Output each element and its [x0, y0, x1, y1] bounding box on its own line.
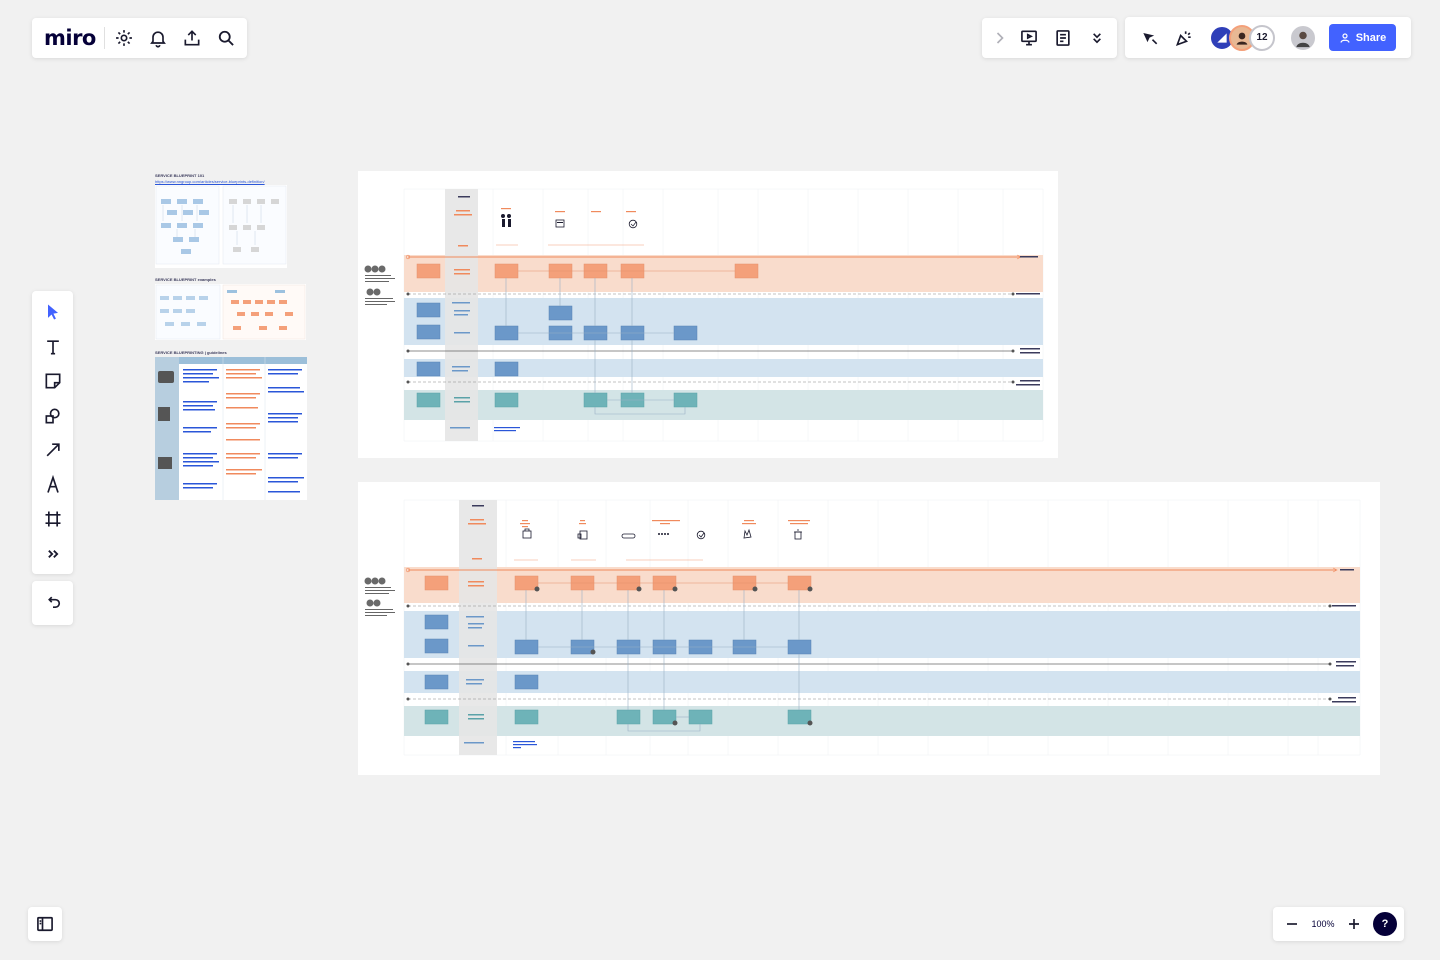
share-label: Share [1355, 31, 1387, 44]
more-tools-button[interactable] [36, 537, 70, 572]
user-icon [1296, 31, 1310, 47]
more-tools-button[interactable] [1080, 21, 1114, 55]
chevron-right-icon [996, 32, 1004, 44]
undo-button[interactable] [36, 586, 70, 620]
divider [103, 27, 105, 49]
persona-icons [364, 577, 386, 607]
zoom-in-button[interactable] [1341, 907, 1367, 941]
reference-thumbnail-101[interactable] [155, 185, 287, 268]
user-icon [1340, 32, 1350, 43]
notifications-button[interactable] [141, 21, 175, 55]
zoom-controls: 100% ? [1273, 907, 1404, 941]
upload-icon [184, 30, 200, 46]
current-user-avatar[interactable] [1289, 23, 1317, 52]
cursor-icon [1143, 32, 1158, 44]
document-icon [1056, 30, 1070, 46]
customer-actions-lane [404, 567, 1360, 603]
frame-icon [45, 511, 60, 527]
persona-icons [364, 265, 386, 296]
board-sidebar-toggle[interactable] [28, 907, 62, 941]
reference-title-guidelines: SERVICE BLUEPRINTING | guidelines [155, 350, 227, 355]
bell-icon [149, 31, 166, 48]
support-processes-lane [404, 706, 1360, 736]
shapes-tool[interactable] [36, 399, 70, 434]
backstage-lane [404, 671, 1360, 693]
chevrons-down-icon [1093, 33, 1101, 44]
pen-tool[interactable] [36, 468, 70, 503]
cursor-tracking-button[interactable] [1133, 21, 1167, 55]
sticky-note-icon [45, 373, 60, 389]
avatar[interactable] [1229, 24, 1255, 51]
collaborator-count-badge[interactable]: 12 [1249, 24, 1275, 51]
help-button[interactable]: ? [1373, 912, 1397, 936]
miro-logo[interactable]: miro [44, 26, 96, 50]
reference-thumbnail-guidelines[interactable] [155, 357, 307, 500]
export-button[interactable] [175, 21, 209, 55]
reference-thumbnail-examples[interactable] [155, 284, 306, 340]
collaborator-avatars[interactable]: 12 [1209, 24, 1275, 51]
party-icon [1175, 30, 1191, 46]
undo-panel [32, 581, 73, 625]
reference-title-examples: SERVICE BLUEPRINT examples [155, 277, 216, 282]
sticky-note-tool[interactable] [36, 364, 70, 399]
zoom-level[interactable]: 100% [1311, 919, 1335, 929]
collaboration-toolbar [982, 18, 1117, 58]
frame-tool[interactable] [36, 502, 70, 537]
minus-icon [1287, 923, 1297, 925]
service-blueprint-frame-2[interactable] [358, 482, 1380, 775]
notes-button[interactable] [1046, 21, 1080, 55]
plus-icon [1349, 919, 1359, 929]
chevrons-right-icon [47, 549, 58, 558]
service-blueprint-1-canvas [364, 188, 1044, 442]
creation-toolbar [32, 291, 73, 574]
shapes-icon [45, 408, 60, 424]
reference-link-101[interactable]: https://www.nngroup.com/articles/service… [155, 179, 265, 184]
backstage-lane [404, 359, 1043, 377]
frontstage-lane [404, 611, 1360, 658]
undo-icon [47, 596, 60, 608]
cursor-icon [47, 304, 58, 320]
presentation-icon [1021, 30, 1037, 46]
service-blueprint-2-canvas [364, 499, 1361, 756]
share-button[interactable]: Share [1329, 24, 1396, 51]
main-menu-bar: miro [32, 18, 247, 58]
pen-icon [46, 474, 59, 493]
search-button[interactable] [209, 21, 243, 55]
zoom-out-button[interactable] [1279, 907, 1305, 941]
text-icon [46, 340, 59, 355]
gear-icon [115, 30, 132, 46]
sharing-toolbar: 12 Share [1125, 17, 1411, 58]
select-tool[interactable] [36, 295, 70, 330]
sidebar-icon [37, 916, 53, 932]
reference-title-101: SERVICE BLUEPRINT 101 [155, 173, 205, 178]
expand-toolbar-button[interactable] [988, 21, 1012, 55]
user-icon [1217, 32, 1227, 43]
line-tool[interactable] [36, 433, 70, 468]
arrow-icon [46, 443, 60, 457]
settings-button[interactable] [107, 21, 141, 55]
user-icon [1236, 32, 1248, 45]
text-tool[interactable] [36, 330, 70, 365]
service-blueprint-frame-1[interactable] [358, 171, 1058, 458]
reactions-button[interactable] [1167, 21, 1201, 55]
presentation-button[interactable] [1012, 21, 1046, 55]
search-icon [218, 30, 234, 46]
